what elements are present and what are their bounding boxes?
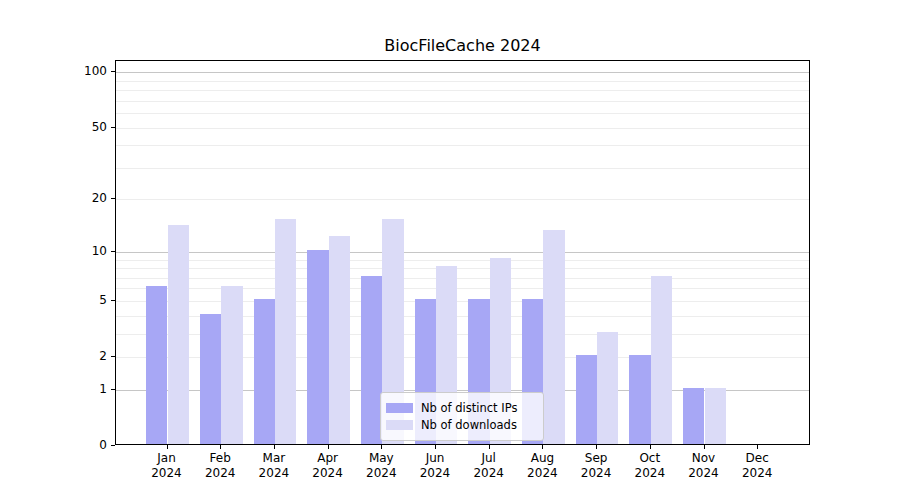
gridline-minor — [116, 199, 809, 200]
y-tick-label: 2 — [40, 350, 107, 362]
x-tick-label-year: 2024 — [193, 466, 247, 481]
y-tick — [111, 445, 115, 446]
legend-label-downloads: Nb of downloads — [421, 419, 517, 432]
x-tick-label: Dec2024 — [730, 451, 784, 481]
x-tick-label-year: 2024 — [301, 466, 355, 481]
gridline-minor — [116, 301, 809, 302]
x-tick-label-year: 2024 — [462, 466, 516, 481]
x-tick — [596, 445, 597, 449]
bar-distinct-ips-jan — [146, 286, 167, 444]
x-tick-label-year: 2024 — [623, 466, 677, 481]
legend-swatch-distinct-ips — [386, 403, 413, 413]
gridline-minor — [116, 81, 809, 82]
y-tick-label: 50 — [40, 121, 107, 133]
x-tick-label: Apr2024 — [301, 451, 355, 481]
x-tick-label-year: 2024 — [247, 466, 301, 481]
y-tick-label: 1 — [40, 383, 107, 395]
x-tick — [328, 445, 329, 449]
x-tick-label: Jan2024 — [140, 451, 194, 481]
x-tick-label: Feb2024 — [193, 451, 247, 481]
y-tick-label: 100 — [40, 65, 107, 77]
gridline-minor — [116, 278, 809, 279]
x-tick-label: May2024 — [354, 451, 408, 481]
gridline-minor — [116, 260, 809, 261]
bar-downloads-sep — [597, 332, 618, 444]
x-tick-label: Mar2024 — [247, 451, 301, 481]
gridline-minor — [116, 268, 809, 269]
y-tick — [111, 389, 115, 390]
x-tick-label: Nov2024 — [677, 451, 731, 481]
bar-distinct-ips-sep — [576, 355, 597, 444]
y-tick-label: 0 — [40, 439, 107, 451]
legend-entry-distinct-ips: Nb of distinct IPs — [386, 400, 535, 416]
x-tick-label: Oct2024 — [623, 451, 677, 481]
gridline-minor — [116, 145, 809, 146]
bar-downloads-mar — [275, 219, 296, 444]
bar-distinct-ips-mar — [254, 299, 275, 444]
legend: Nb of distinct IPs Nb of downloads — [380, 392, 544, 441]
gridline-minor — [116, 101, 809, 102]
legend-swatch-downloads — [386, 420, 413, 430]
bar-distinct-ips-oct — [629, 355, 650, 444]
y-tick — [111, 251, 115, 252]
y-tick — [111, 356, 115, 357]
y-tick — [111, 127, 115, 128]
chart-title: BiocFileCache 2024 — [115, 36, 810, 55]
gridline-minor — [116, 168, 809, 169]
bar-downloads-jan — [168, 225, 189, 444]
bar-downloads-feb — [221, 286, 242, 444]
x-tick-label: Sep2024 — [569, 451, 623, 481]
y-tick-label: 10 — [40, 245, 107, 257]
gridline-major — [116, 72, 809, 73]
bar-downloads-aug — [543, 230, 564, 444]
y-tick — [111, 300, 115, 301]
x-tick — [757, 445, 758, 449]
x-tick — [704, 445, 705, 449]
x-tick — [381, 445, 382, 449]
x-tick-label: Jun2024 — [408, 451, 462, 481]
legend-entry-downloads: Nb of downloads — [386, 417, 535, 433]
chart-canvas: BiocFileCache 2024 0 1 2 5 10 20 50 100 Jan2024F… — [0, 0, 900, 500]
bar-distinct-ips-nov — [683, 388, 704, 444]
y-tick — [111, 71, 115, 72]
x-tick-label-year: 2024 — [730, 466, 784, 481]
x-tick — [650, 445, 651, 449]
y-tick-label: 20 — [40, 192, 107, 204]
x-tick-label-year: 2024 — [354, 466, 408, 481]
y-tick — [111, 198, 115, 199]
x-tick-label-year: 2024 — [677, 466, 731, 481]
bar-distinct-ips-apr — [307, 250, 328, 444]
gridline-minor — [116, 90, 809, 91]
x-tick — [489, 445, 490, 449]
y-tick-label: 5 — [40, 294, 107, 306]
x-tick — [167, 445, 168, 449]
x-tick-label-year: 2024 — [569, 466, 623, 481]
x-tick — [274, 445, 275, 449]
gridline-major — [116, 252, 809, 253]
x-tick — [220, 445, 221, 449]
x-tick-label-year: 2024 — [408, 466, 462, 481]
bar-downloads-apr — [329, 236, 350, 444]
x-tick — [542, 445, 543, 449]
x-tick-label-year: 2024 — [515, 466, 569, 481]
gridline-minor — [116, 128, 809, 129]
bar-downloads-oct — [651, 276, 672, 444]
x-tick-label: Aug2024 — [515, 451, 569, 481]
bar-downloads-nov — [705, 388, 726, 444]
gridline-minor — [116, 113, 809, 114]
plot-area — [115, 60, 810, 445]
x-tick-label: Jul2024 — [462, 451, 516, 481]
x-tick — [435, 445, 436, 449]
gridline-minor — [116, 288, 809, 289]
legend-label-distinct-ips: Nb of distinct IPs — [421, 402, 517, 415]
x-tick-label-year: 2024 — [140, 466, 194, 481]
bar-distinct-ips-feb — [200, 314, 221, 444]
